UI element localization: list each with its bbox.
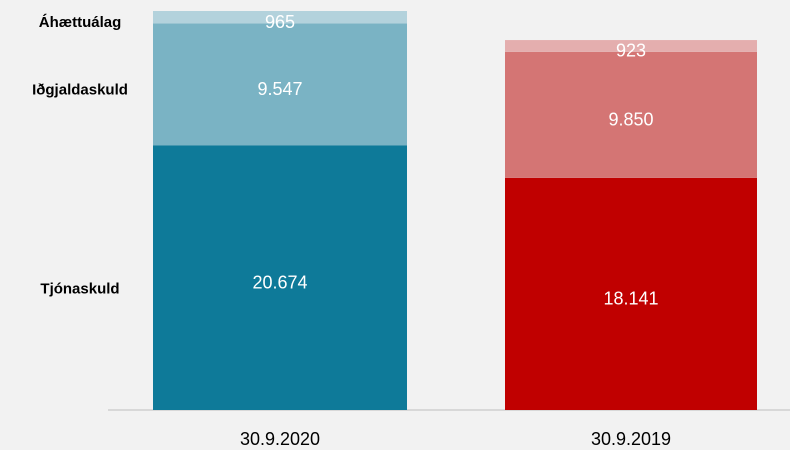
bar-segment bbox=[153, 23, 407, 146]
data-label: 923 bbox=[616, 41, 646, 61]
series-label: Tjónaskuld bbox=[40, 281, 119, 298]
bar-segment bbox=[505, 51, 757, 178]
data-label: 20.674 bbox=[252, 272, 307, 292]
x-tick-label: 30.9.2020 bbox=[240, 429, 320, 449]
bar-segment bbox=[505, 40, 757, 52]
data-label: 9.547 bbox=[257, 79, 302, 99]
bar-segment bbox=[153, 11, 407, 24]
bar-segment bbox=[505, 177, 757, 410]
x-tick-label: 30.9.2019 bbox=[591, 429, 671, 449]
bar-segment bbox=[153, 145, 407, 410]
series-label: Iðgjaldaskuld bbox=[32, 81, 128, 98]
data-label: 18.141 bbox=[603, 289, 658, 309]
series-label: Áhættuálag bbox=[39, 14, 122, 31]
data-label: 965 bbox=[265, 12, 295, 32]
data-label: 9.850 bbox=[608, 110, 653, 130]
